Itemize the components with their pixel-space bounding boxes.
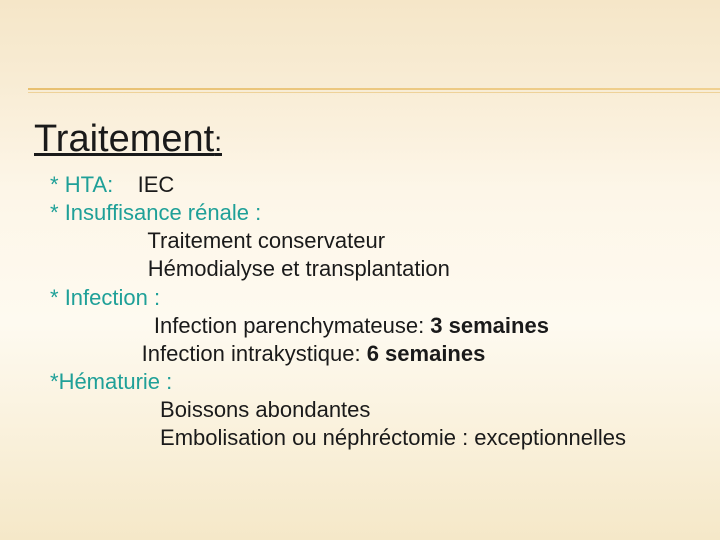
- title-text: Traitement: [34, 118, 214, 160]
- kw-renal: * Insuffisance rénale :: [50, 200, 261, 225]
- infection-sub-2-bold: 6 semaines: [367, 341, 486, 366]
- hematurie-sub-2: Embolisation ou néphréctomie : exception…: [50, 424, 700, 452]
- renal-sub-2: Hémodialyse et transplantation: [50, 255, 700, 283]
- item-infection: * Infection :: [50, 284, 700, 312]
- divider-rule-shadow: [28, 92, 720, 93]
- item-hematurie: *Hématurie :: [50, 368, 700, 396]
- renal-sub-1: Traitement conservateur: [50, 227, 700, 255]
- infection-sub-1: Infection parenchymateuse: 3 semaines: [50, 312, 700, 340]
- divider-rule: [28, 88, 720, 90]
- slide-content: Traitement: * HTA: IEC * Insuffisance ré…: [34, 118, 700, 453]
- title-colon: :: [214, 126, 222, 157]
- slide-title: Traitement:: [34, 118, 700, 161]
- treatment-list: * HTA: IEC * Insuffisance rénale : Trait…: [34, 171, 700, 453]
- kw-infection: * Infection :: [50, 285, 160, 310]
- infection-sub-1-bold: 3 semaines: [430, 313, 549, 338]
- hematurie-sub-1: Boissons abondantes: [50, 396, 700, 424]
- hta-value: IEC: [113, 172, 174, 197]
- kw-hta: * HTA:: [50, 172, 113, 197]
- item-renal: * Insuffisance rénale :: [50, 199, 700, 227]
- kw-hematurie: *Hématurie :: [50, 369, 172, 394]
- infection-sub-2: Infection intrakystique: 6 semaines: [50, 340, 700, 368]
- item-hta: * HTA: IEC: [50, 171, 700, 199]
